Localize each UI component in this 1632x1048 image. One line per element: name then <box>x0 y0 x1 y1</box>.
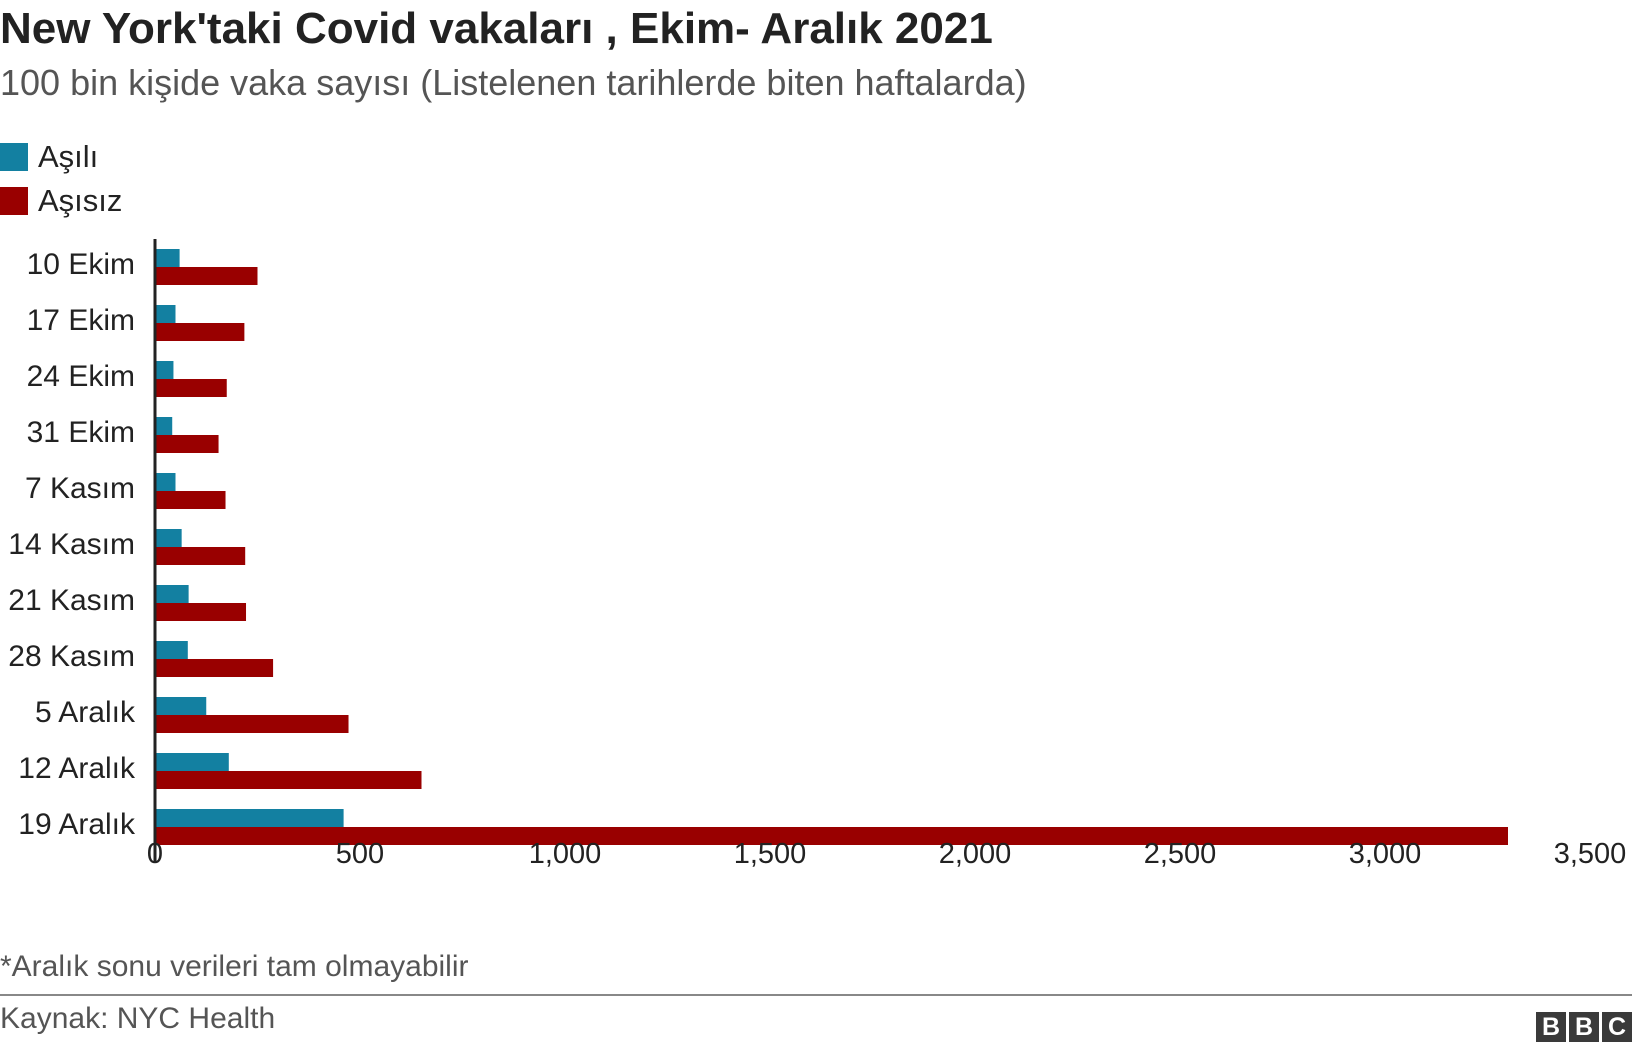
bar-vaccinated <box>155 529 182 547</box>
category-label: 28 Kasım <box>8 640 135 673</box>
legend-label-unvaccinated: Aşısız <box>38 183 123 218</box>
bar-unvaccinated <box>155 379 227 397</box>
category-label: 5 Aralık <box>35 696 136 729</box>
bar-unvaccinated <box>155 435 219 453</box>
bar-unvaccinated <box>155 603 247 621</box>
legend-item-vaccinated: Aşılı <box>0 135 122 179</box>
x-tick-label: 0 <box>147 838 163 870</box>
legend-label-vaccinated: Aşılı <box>38 139 99 174</box>
bar-unvaccinated <box>155 659 274 677</box>
category-label: 19 Aralık <box>18 808 136 841</box>
bbc-logo-letter: C <box>1602 1012 1632 1042</box>
bar-unvaccinated <box>155 715 349 733</box>
bar-vaccinated <box>155 361 174 379</box>
chart-subtitle: 100 bin kişide vaka sayısı (Listelenen t… <box>0 62 1027 103</box>
bar-vaccinated <box>155 417 173 435</box>
legend-swatch-unvaccinated <box>0 187 28 215</box>
x-tick-label: 2,500 <box>1144 838 1217 870</box>
bar-unvaccinated <box>155 323 245 341</box>
footnote: *Aralık sonu verileri tam olmayabilir <box>0 950 469 983</box>
bbc-logo-letter: B <box>1536 1012 1566 1042</box>
bar-vaccinated <box>155 585 189 603</box>
bar-unvaccinated <box>155 547 246 565</box>
bar-vaccinated <box>155 697 207 715</box>
bar-vaccinated <box>155 641 188 659</box>
bar-vaccinated <box>155 473 176 491</box>
x-tick-label: 500 <box>336 838 384 870</box>
chart-title: New York'taki Covid vakaları , Ekim- Ara… <box>0 4 993 53</box>
bbc-logo: B B C <box>1536 1012 1632 1042</box>
bar-vaccinated <box>155 809 344 827</box>
category-label: 10 Ekim <box>27 248 135 281</box>
x-tick-label: 1,000 <box>529 838 602 870</box>
bbc-logo-letter: B <box>1569 1012 1599 1042</box>
bar-unvaccinated <box>155 491 226 509</box>
legend: Aşılı Aşısız <box>0 135 122 223</box>
footer-divider <box>0 994 1632 996</box>
x-tick-label: 3,500 <box>1554 838 1627 870</box>
bar-vaccinated <box>155 305 176 323</box>
x-tick-label: 2,000 <box>939 838 1012 870</box>
category-label: 12 Aralık <box>18 752 136 785</box>
category-label: 31 Ekim <box>27 416 135 449</box>
bar-unvaccinated <box>155 827 1508 845</box>
x-tick-label: 3,000 <box>1349 838 1422 870</box>
category-label: 14 Kasım <box>8 528 135 561</box>
x-tick-label: 1,500 <box>734 838 807 870</box>
category-label: 24 Ekim <box>27 360 135 393</box>
legend-item-unvaccinated: Aşısız <box>0 179 122 223</box>
bar-unvaccinated <box>155 771 422 789</box>
category-label: 21 Kasım <box>8 584 135 617</box>
bar-vaccinated <box>155 753 229 771</box>
legend-swatch-vaccinated <box>0 143 28 171</box>
category-label: 17 Ekim <box>27 304 135 337</box>
bar-vaccinated <box>155 249 180 267</box>
bar-unvaccinated <box>155 267 258 285</box>
source-text: Kaynak: NYC Health <box>0 1002 276 1035</box>
bar-chart: 10 Ekim 17 Ekim 24 Ekim 31 Ekim 7 Kasım 14 Ka… <box>8 239 1627 870</box>
category-label: 7 Kasım <box>25 472 135 505</box>
